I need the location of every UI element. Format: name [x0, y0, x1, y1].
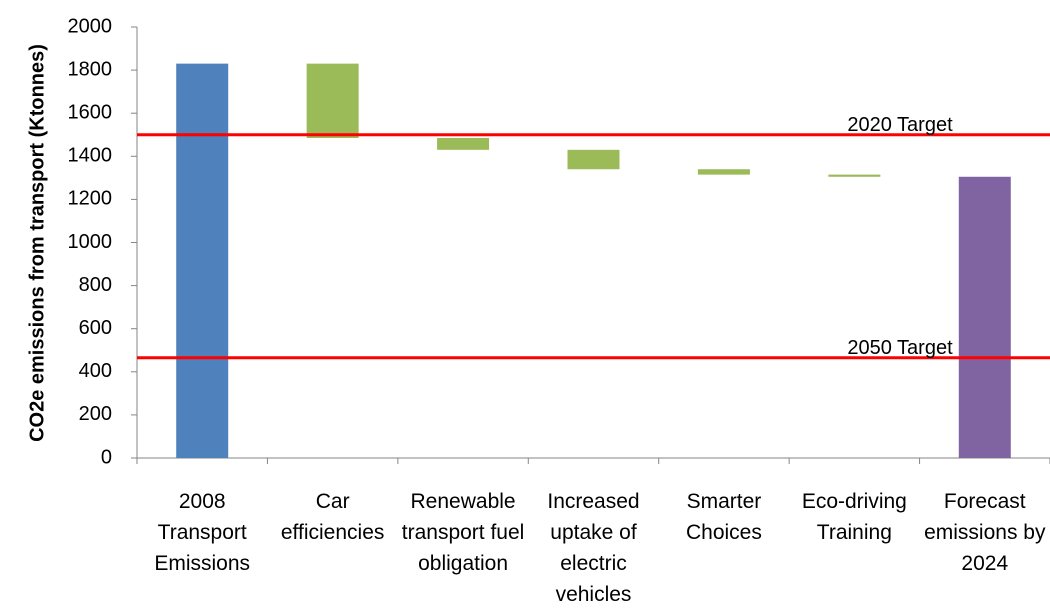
bar [176, 63, 229, 458]
bar [437, 137, 490, 150]
y-tick-label: 0 [101, 446, 112, 468]
bar [828, 174, 881, 177]
y-tick-label: 400 [79, 360, 112, 382]
bar [958, 176, 1011, 458]
y-tick-label: 1200 [68, 188, 113, 210]
reference-label: 2020 Target [847, 114, 953, 136]
x-tick-label: Car efficiencies [280, 490, 385, 544]
x-tick-label: Forecast emissions by 2024 [924, 490, 1046, 575]
y-tick-label: 800 [79, 274, 112, 296]
x-tick-label: Increased uptake of electric vehicles [547, 490, 640, 606]
x-tick-label: Eco-driving Training [801, 490, 907, 544]
x-tick-label: 2008 Transport Emissions [154, 490, 251, 575]
y-tick-label: 2000 [68, 15, 113, 37]
bar [567, 149, 620, 170]
bar [306, 63, 359, 138]
x-tick-label: Smarter Choices [685, 490, 762, 544]
reference-label: 2050 Target [847, 337, 953, 359]
bar [697, 169, 750, 175]
y-axis-title: CO2e emissions from transport (Ktonnes) [26, 44, 48, 442]
y-tick-label: 600 [79, 317, 112, 339]
y-tick-label: 200 [79, 403, 112, 425]
y-tick-label: 1800 [68, 58, 113, 80]
x-tick-label: Renewable transport fuel obligation [401, 490, 525, 575]
y-tick-label: 1400 [68, 145, 113, 167]
y-tick-label: 1000 [68, 231, 113, 253]
y-tick-label: 1600 [68, 101, 113, 123]
